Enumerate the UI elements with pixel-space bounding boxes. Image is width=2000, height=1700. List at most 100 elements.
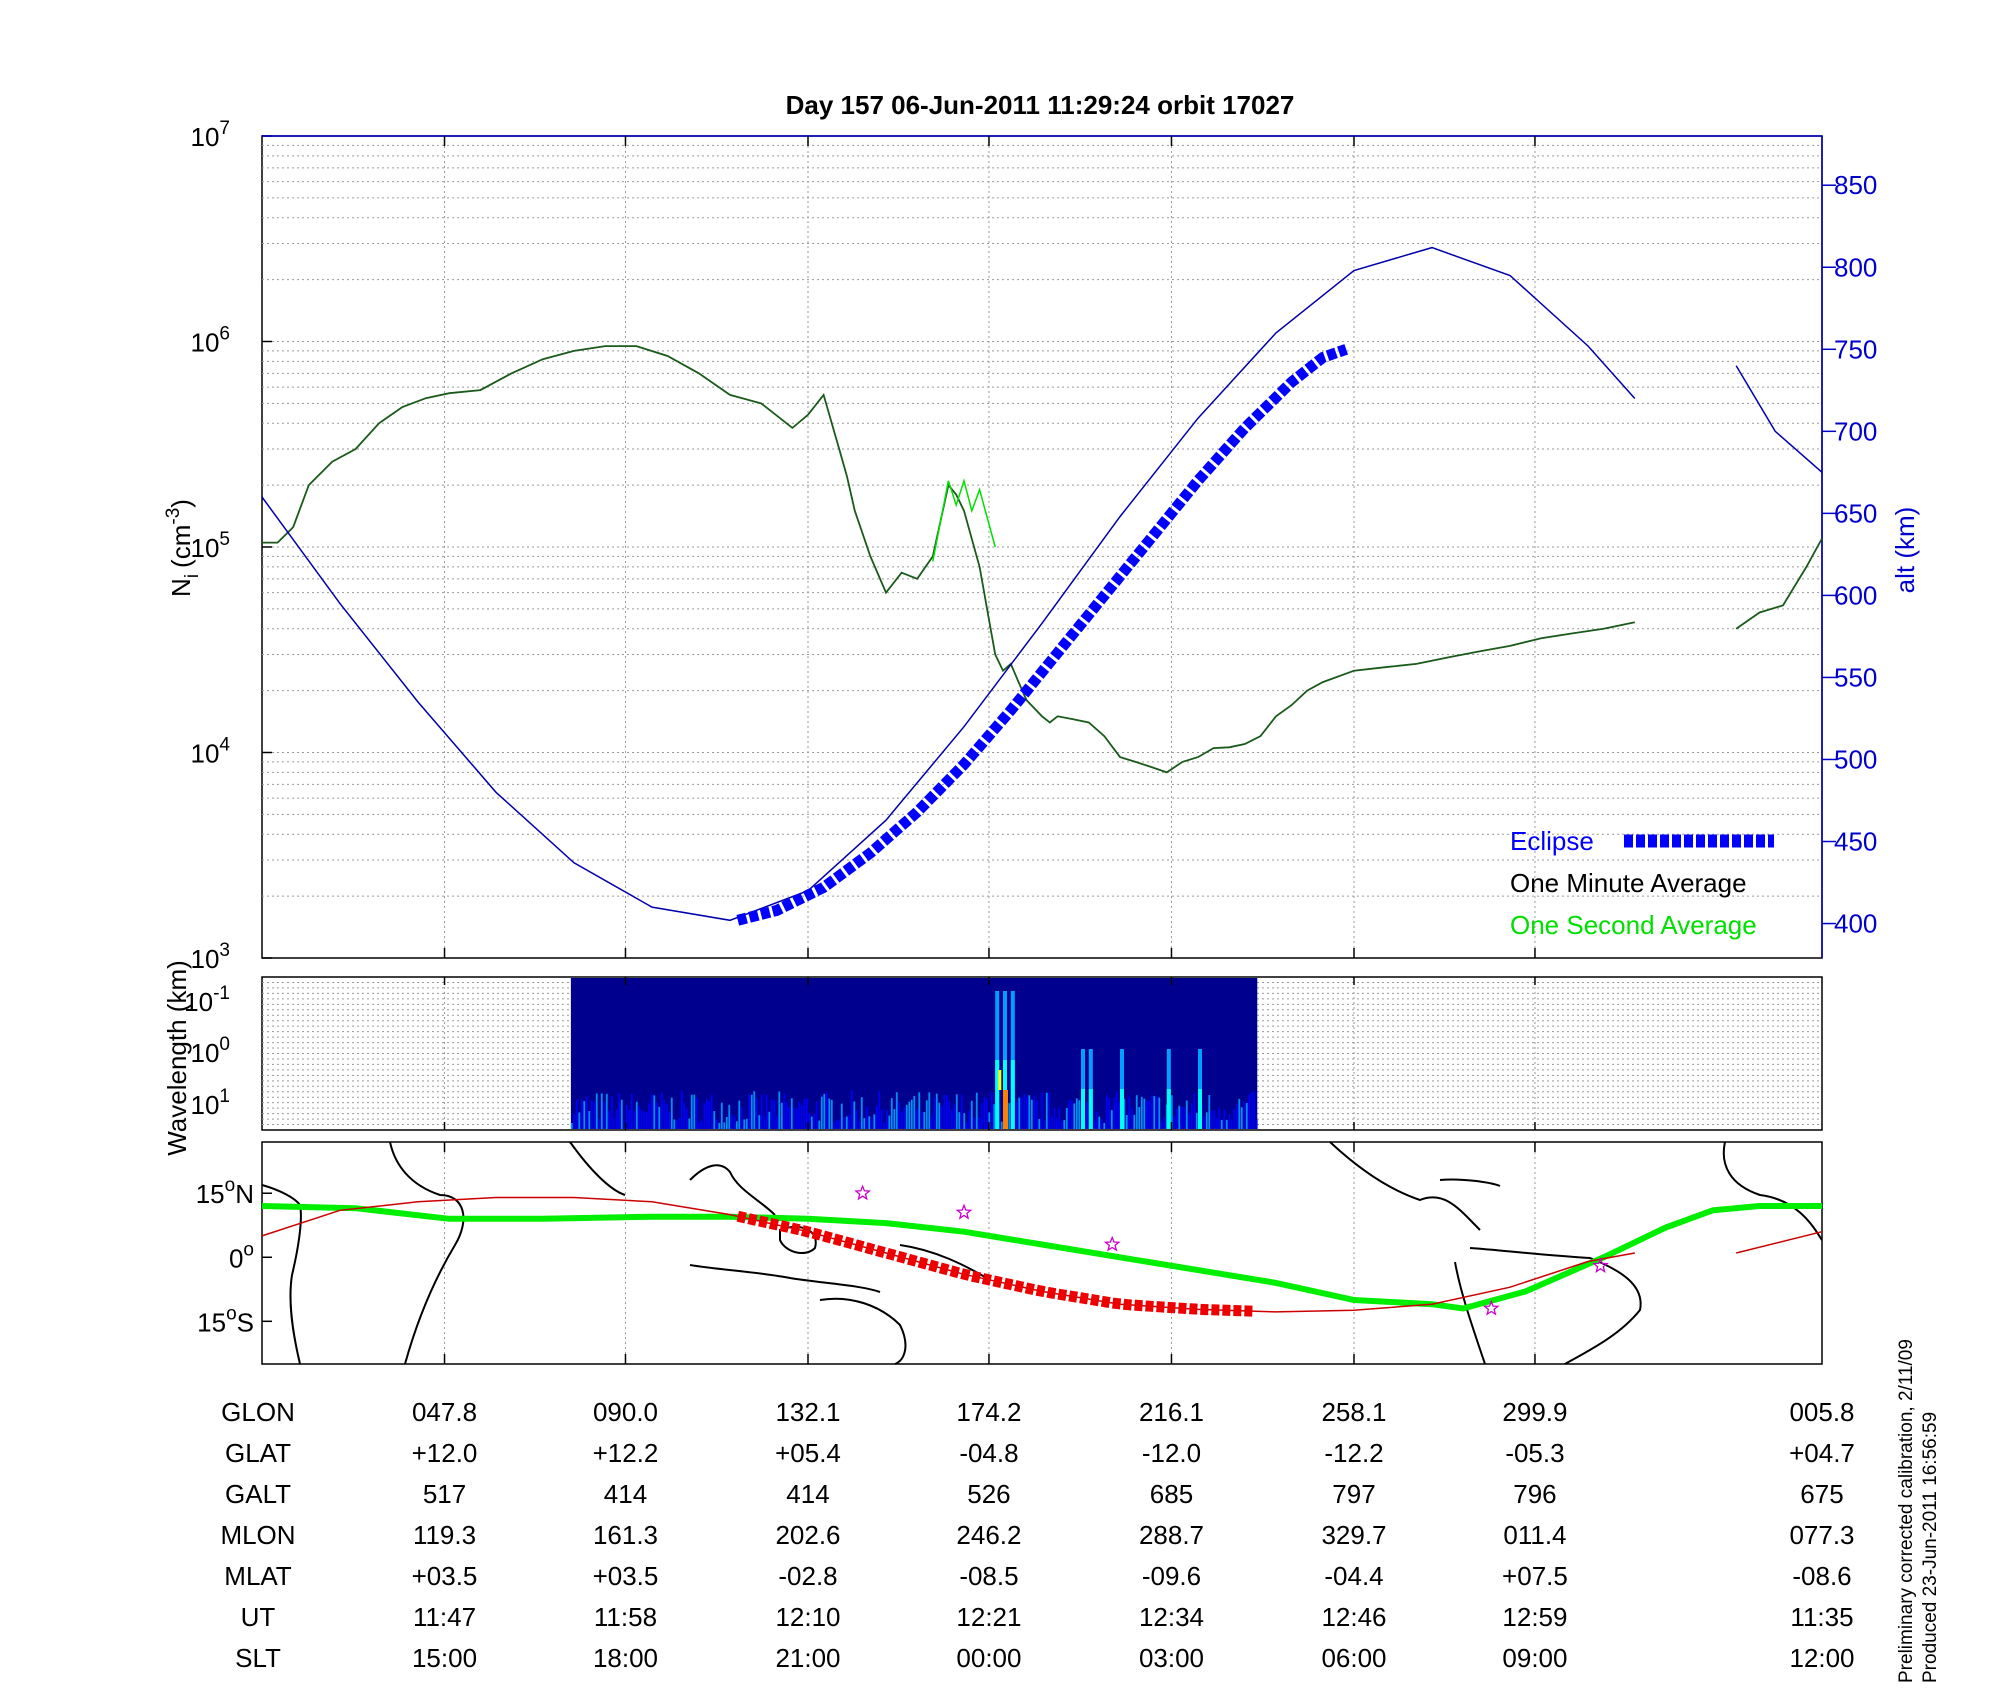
heatmap-cell	[1215, 1118, 1218, 1129]
heatmap-cell	[1068, 1099, 1071, 1129]
heatmap-cell	[578, 1112, 581, 1129]
heatmap-cell	[725, 1116, 728, 1129]
heatmap-cell	[1058, 1107, 1061, 1129]
heatmap-cell	[598, 1119, 601, 1129]
table-cell: 06:00	[1321, 1643, 1386, 1673]
heatmap-cell	[1053, 1107, 1056, 1129]
table-cell: 047.8	[412, 1397, 477, 1427]
series-altitude	[261, 246, 1636, 922]
heatmap-peak	[1003, 1090, 1008, 1129]
heatmap-cell	[988, 1112, 991, 1129]
heatmap-cell	[738, 1100, 741, 1129]
table-cell: 15:00	[412, 1643, 477, 1673]
heatmap-cell	[778, 1091, 781, 1129]
series-orbit-eclipse	[736, 1210, 1253, 1317]
heatmap-cell	[1043, 1120, 1046, 1129]
heatmap-cell	[1048, 1092, 1051, 1129]
x-tick-marks	[443, 136, 1536, 1364]
heatmap-cell	[795, 1108, 798, 1129]
table-cell: +03.5	[412, 1561, 478, 1591]
heatmap-cell	[803, 1098, 806, 1129]
heatmap-cell	[1093, 1120, 1096, 1129]
table-row-label: UT	[241, 1602, 276, 1632]
table-cell: +12.2	[593, 1438, 659, 1468]
table-cell: 00:00	[956, 1643, 1021, 1673]
table-cell: 11:58	[594, 1602, 657, 1632]
heatmap-cell	[1150, 1095, 1153, 1129]
heatmap-cell	[630, 1093, 633, 1129]
coast-caribbean	[1439, 1178, 1501, 1187]
heatmap-cell	[1095, 1111, 1098, 1129]
heatmap-cell	[1008, 1103, 1011, 1129]
heatmap-cell	[700, 1120, 703, 1129]
heatmap-cell	[658, 1106, 661, 1129]
heatmap-cell	[1240, 1107, 1243, 1129]
table-cell: 12:59	[1502, 1602, 1567, 1632]
heatmap-cell	[918, 1092, 921, 1129]
heatmap-cell	[605, 1093, 608, 1129]
heatmap-cell	[1243, 1101, 1246, 1129]
y2-tick-label: 750	[1834, 334, 1877, 364]
heatmap-band-core	[1120, 1089, 1124, 1129]
heatmap-cell	[618, 1093, 621, 1129]
heatmap-cell	[788, 1107, 791, 1129]
heatmap-cell	[583, 1101, 586, 1129]
coast-north-america	[1329, 1141, 1481, 1231]
heatmap-cell	[650, 1093, 653, 1129]
heatmap-cell	[673, 1119, 676, 1129]
table-cell: 174.2	[956, 1397, 1021, 1427]
heatmap-cell	[718, 1122, 721, 1129]
heatmap-cell	[1078, 1100, 1081, 1129]
lat-tick-label: 0o	[229, 1239, 254, 1273]
heatmap-cell	[1233, 1109, 1236, 1129]
table-cell: 517	[423, 1479, 466, 1509]
table-cell: 526	[967, 1479, 1010, 1509]
heatmap-cell	[828, 1098, 831, 1129]
heatmap-cell	[730, 1114, 733, 1129]
heatmap-cell	[1165, 1104, 1168, 1129]
map-y-ticks: 15oN 0o 15oS	[196, 1175, 272, 1337]
table-row-label: GLON	[221, 1397, 295, 1427]
table-cell: 414	[604, 1479, 647, 1509]
heatmap-cell	[978, 1117, 981, 1129]
table-cell: 12:34	[1139, 1602, 1204, 1632]
heatmap-cell	[710, 1094, 713, 1129]
table-cell: 414	[786, 1479, 829, 1509]
table-cell: 216.1	[1139, 1397, 1204, 1427]
heatmap-cell	[1203, 1116, 1206, 1129]
y2-tick-label: 550	[1834, 662, 1877, 692]
coast-india	[569, 1141, 626, 1196]
heatmap-cell	[1065, 1108, 1068, 1129]
coast-indonesia	[689, 1264, 881, 1293]
heatmap-cell	[948, 1101, 951, 1129]
heatmap-cell	[938, 1102, 941, 1129]
chart-title: Day 157 06-Jun-2011 11:29:24 orbit 17027	[786, 90, 1295, 120]
heatmap-cell	[908, 1101, 911, 1129]
heatmap-cell	[830, 1099, 833, 1129]
heatmap-cell	[678, 1118, 681, 1129]
heatmap-cell	[793, 1107, 796, 1129]
table-cell: 11:35	[1790, 1602, 1853, 1632]
heatmap-cell	[720, 1102, 723, 1129]
heatmap-cell	[815, 1101, 818, 1129]
heatmap-cell	[1038, 1118, 1041, 1129]
heatmap-cell	[1025, 1096, 1028, 1129]
map-plot-area	[261, 1141, 1823, 1365]
heatmap-cell	[755, 1098, 758, 1129]
heatmap-cell	[1173, 1116, 1176, 1129]
heatmap-cell	[1158, 1097, 1161, 1129]
coast-south-america	[1469, 1247, 1642, 1365]
table-cell: 796	[1513, 1479, 1556, 1509]
heatmap-cell	[913, 1095, 916, 1129]
heatmap-cell	[963, 1113, 966, 1129]
heatmap-cell	[595, 1093, 598, 1129]
heatmap-band-core	[1010, 1060, 1015, 1129]
heatmap-cell	[920, 1111, 923, 1129]
heatmap-cell	[735, 1121, 738, 1129]
heatmap-cell	[1245, 1103, 1248, 1129]
table-cell: -04.8	[959, 1438, 1018, 1468]
heatmap-cell	[623, 1121, 626, 1129]
series-orbit-track	[1736, 1230, 1823, 1254]
heatmap-cell	[825, 1092, 828, 1129]
heatmap-cell	[833, 1121, 836, 1129]
